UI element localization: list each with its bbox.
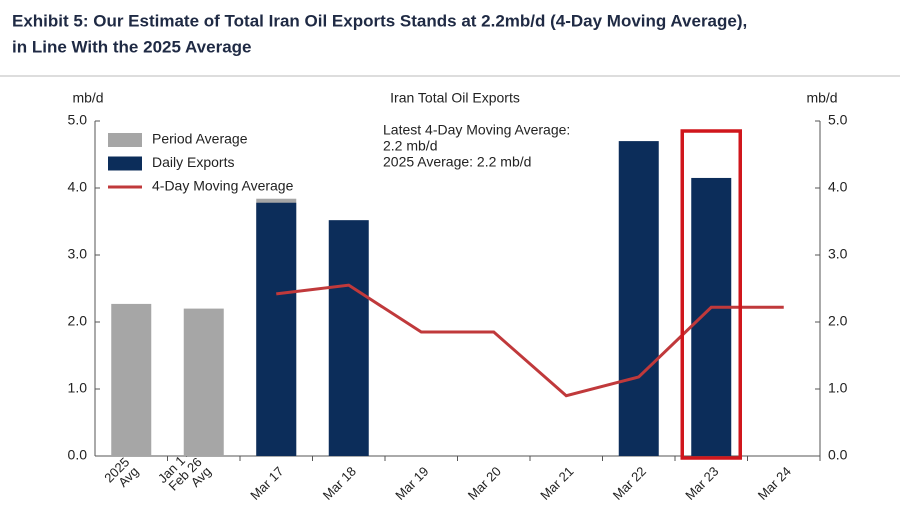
x-tick-label-line: Mar 19 bbox=[393, 464, 432, 503]
legend-swatch bbox=[108, 156, 142, 171]
highlight-box bbox=[680, 129, 742, 460]
line bbox=[276, 283, 784, 398]
bar bbox=[111, 303, 152, 456]
x-tick-label: Mar 21 bbox=[538, 464, 577, 503]
x-tick-label-line: Mar 23 bbox=[683, 464, 722, 503]
x-tick-label-line: Mar 24 bbox=[755, 464, 794, 503]
x-tick-label: Mar 22 bbox=[610, 464, 649, 503]
plot-title: Iran Total Oil Exports bbox=[390, 90, 520, 106]
y-axis-label: mb/d bbox=[72, 90, 103, 106]
chart-title: in Line With the 2025 Average bbox=[12, 37, 252, 56]
bar bbox=[183, 308, 224, 456]
y2-tick-label: 2.0 bbox=[828, 313, 848, 329]
y2-axis-label: mb/d bbox=[806, 90, 837, 106]
y2-tick-label: 0.0 bbox=[828, 447, 848, 463]
x-tick-label-line: Mar 18 bbox=[320, 464, 359, 503]
chart-title: Exhibit 5: Our Estimate of Total Iran Oi… bbox=[12, 11, 747, 30]
legend-swatch bbox=[108, 133, 142, 147]
legend-label: Daily Exports bbox=[152, 154, 234, 170]
y2-tick-label: 3.0 bbox=[828, 246, 848, 262]
y-tick-label: 2.0 bbox=[68, 313, 88, 329]
x-tick-label: Mar 19 bbox=[393, 464, 432, 503]
bar bbox=[618, 141, 659, 456]
x-tick-label: Mar 18 bbox=[320, 464, 359, 503]
x-tick-label-line: Mar 20 bbox=[465, 464, 504, 503]
x-tick-label-line: Mar 21 bbox=[538, 464, 577, 503]
bar bbox=[328, 220, 369, 456]
annotation: 2.2 mb/d bbox=[383, 138, 437, 154]
y-tick-label: 4.0 bbox=[68, 179, 88, 195]
x-tick-label-line: Mar 17 bbox=[248, 464, 287, 503]
annotation: Latest 4-Day Moving Average: bbox=[383, 122, 570, 138]
x-tick-label: 2025Avg bbox=[102, 455, 142, 495]
y2-tick-label: 1.0 bbox=[828, 380, 848, 396]
annotation: 2025 Average: 2.2 mb/d bbox=[383, 154, 531, 170]
legend-label: Period Average bbox=[152, 131, 248, 147]
y-tick-label: 5.0 bbox=[68, 112, 88, 128]
x-tick-label: Mar 17 bbox=[248, 464, 287, 503]
y-tick-label: 3.0 bbox=[68, 246, 88, 262]
x-tick-label: Mar 23 bbox=[683, 464, 722, 503]
y-tick-label: 0.0 bbox=[68, 447, 88, 463]
x-tick-label-line: Mar 22 bbox=[610, 464, 649, 503]
y-tick-label: 1.0 bbox=[68, 380, 88, 396]
y2-tick-label: 5.0 bbox=[828, 112, 848, 128]
legend-label: 4-Day Moving Average bbox=[152, 178, 294, 194]
y2-tick-label: 4.0 bbox=[828, 179, 848, 195]
x-tick-label: Mar 20 bbox=[465, 464, 504, 503]
bar bbox=[256, 202, 297, 456]
bar bbox=[691, 177, 732, 456]
x-tick-label: Mar 24 bbox=[755, 464, 794, 503]
